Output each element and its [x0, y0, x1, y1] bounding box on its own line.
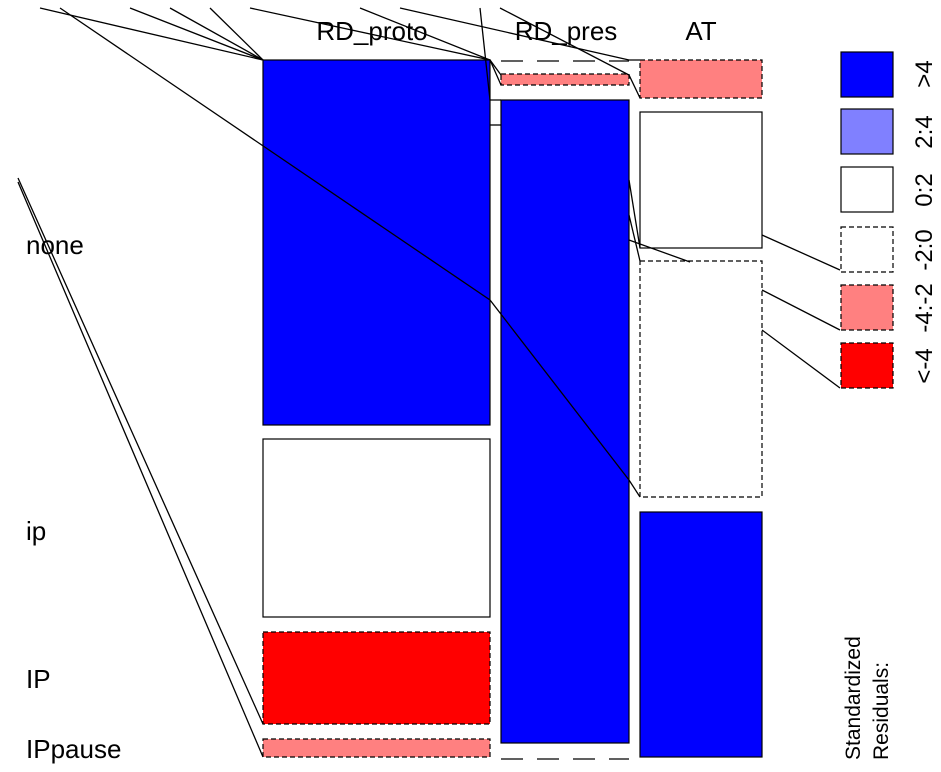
leader-line [17, 177, 264, 725]
leader-lines [17, 7, 841, 758]
legend-swatch-2-4 [840, 108, 894, 155]
cell-rd-pres-ip [500, 73, 630, 86]
cell-at-ippause [639, 511, 763, 758]
leader-line [17, 181, 264, 758]
cell-rd-proto-ip [262, 631, 491, 725]
leader-line [761, 329, 841, 389]
leader-line [39, 7, 264, 61]
leader-line [761, 289, 841, 331]
legend-title-line: Residuals: [870, 662, 893, 760]
axis-labels: RD_proto RD_pres AT none ip IP IPpause [26, 16, 717, 764]
collapsed-cells [501, 60, 629, 760]
legend-swatch-0-2 [840, 166, 894, 213]
mosaic-cells [262, 59, 763, 758]
legend-label-4: <-4 [911, 348, 938, 383]
row-label-ip: IP [26, 664, 51, 694]
leader-line [59, 7, 641, 498]
legend-swatch-4 [840, 51, 894, 98]
cell-rd-pres-none [500, 99, 630, 744]
cell-at-ip [639, 111, 763, 249]
leader-line [479, 7, 501, 101]
leader-line [628, 179, 641, 249]
column-label-at: AT [685, 16, 716, 46]
leader-line [129, 7, 264, 61]
leader-line [169, 7, 264, 61]
legend-label-0-2: 0:2 [911, 173, 938, 206]
column-label-rd-pres: RD_pres [515, 16, 618, 46]
legend-label-4: >4 [911, 60, 938, 87]
leader-line [499, 7, 641, 99]
leader-line [209, 7, 264, 61]
cell-rd-proto-none [262, 59, 491, 426]
legend-swatch-4 [840, 342, 894, 389]
legend-label-2-4: 2:4 [911, 115, 938, 148]
legend-title-line: Standardized [842, 636, 865, 760]
cell-rd-proto-ip [262, 438, 491, 618]
row-label-none: none [26, 230, 84, 260]
leader-line [761, 234, 841, 271]
legend-label-4-2: -4:-2 [911, 283, 938, 332]
leader-line [399, 7, 640, 61]
cell-rd-proto-ippause [262, 738, 491, 758]
legend: >4 2:4 0:2 -2:0 -4:-2 <-4 Standardized Residual… [840, 51, 938, 760]
row-label-ippause: IPpause [26, 734, 121, 764]
legend-swatch-4-2 [840, 284, 894, 331]
cell-at-none [639, 59, 763, 99]
cell-at-ip [639, 260, 763, 498]
leader-line [628, 214, 641, 262]
legend-swatch-2-0 [840, 226, 894, 273]
legend-label-2-0: -2:0 [911, 229, 938, 270]
leader-line [359, 7, 502, 86]
leader-line [628, 239, 691, 263]
row-label-ip: ip [26, 516, 46, 546]
column-label-rd-proto: RD_proto [316, 16, 427, 46]
